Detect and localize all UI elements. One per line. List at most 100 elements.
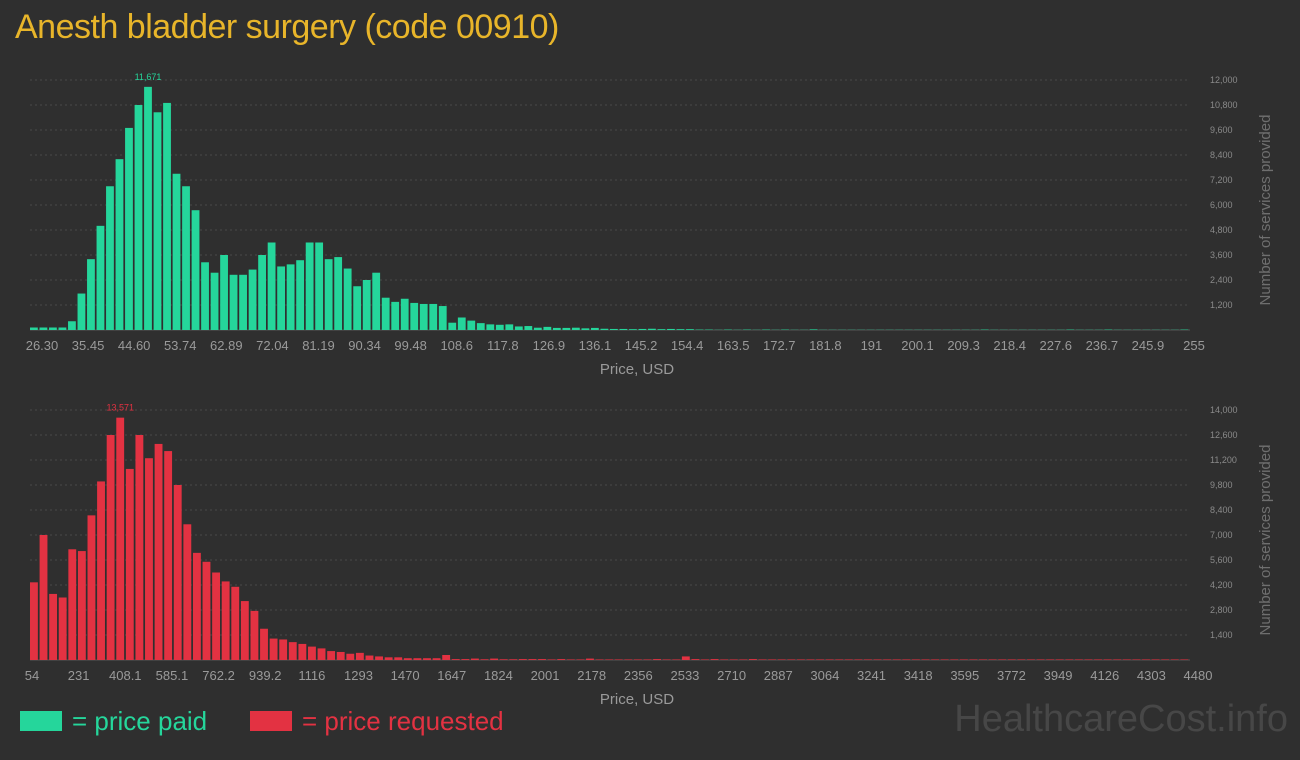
x-tick-label: 4480 [1184,668,1213,683]
x-tick-label: 2356 [624,668,653,683]
x-axis-title: Price, USD [600,691,674,708]
histogram-bar [902,659,910,660]
x-tick-label: 108.6 [440,338,473,353]
histogram-bar [404,658,412,660]
histogram-bar [49,328,57,331]
x-tick-label: 72.04 [256,338,289,353]
histogram-bar [183,524,191,660]
histogram-bar [874,659,882,660]
x-tick-label: 54 [25,668,39,683]
histogram-bar [663,659,671,660]
histogram-bar [1094,659,1102,660]
histogram-bar [59,328,67,331]
histogram-bar [691,659,699,660]
histogram-bar [1171,659,1179,660]
histogram-bar [883,659,891,660]
histogram-bar [481,659,489,660]
histogram-bar [538,659,546,660]
histogram-bar [524,326,532,330]
histogram-bar [576,659,584,660]
histogram-bar [106,186,114,330]
y-tick-label: 9,600 [1210,125,1233,135]
y-axis-title: Number of services provided [1257,445,1274,636]
histogram-bar [1085,659,1093,660]
histogram-bar [239,275,247,330]
histogram-bar [810,329,818,330]
histogram-bar [356,653,364,660]
histogram-bar [59,598,67,661]
histogram-bar [413,658,421,660]
y-tick-label: 1,200 [1210,300,1233,310]
x-tick-label: 3949 [1044,668,1073,683]
histogram-bar [433,658,441,660]
histogram-bar [634,659,642,660]
histogram-bar [145,458,153,660]
y-tick-label: 12,000 [1210,75,1238,85]
histogram-bar [325,259,333,330]
histogram-bar [448,323,456,330]
histogram-bar [382,298,390,330]
histogram-bar [125,128,133,330]
histogram-bar [648,329,656,330]
legend-label-requested: = price requested [302,706,504,737]
x-tick-label: 4303 [1137,668,1166,683]
histogram-bar [864,659,872,660]
histogram-bar [515,326,523,330]
x-tick-label: 99.48 [394,338,427,353]
histogram-bar [1132,659,1140,660]
histogram-bar [296,260,304,330]
x-tick-label: 136.1 [579,338,612,353]
histogram-bar [439,306,447,330]
histogram-bar [605,659,613,660]
histogram-bar [78,294,86,330]
histogram-bar [912,659,920,660]
histogram-bar [1065,659,1073,660]
histogram-bar [116,159,124,330]
legend-label-paid: = price paid [72,706,207,737]
histogram-bar [212,573,220,661]
histogram-bar [768,659,776,660]
histogram-bar [739,659,747,660]
histogram-bar [277,266,285,330]
x-tick-label: 1647 [437,668,466,683]
x-tick-label: 408.1 [109,668,142,683]
histogram-bar [268,243,276,331]
histogram-bar [941,659,949,660]
histogram-bar [1037,659,1045,660]
histogram-bar [562,328,570,330]
histogram-bar [49,594,57,660]
y-tick-label: 12,600 [1210,430,1238,440]
histogram-bar [1152,659,1160,660]
histogram-bar [787,659,795,660]
histogram-bar [807,659,815,660]
watermark: HealthcareCost.info [954,698,1288,741]
y-tick-label: 7,200 [1210,175,1233,185]
histogram-bar [970,659,978,660]
x-tick-label: 209.3 [947,338,980,353]
legend-swatch-requested [250,711,292,731]
histogram-bar [720,659,728,660]
y-tick-label: 5,600 [1210,555,1233,565]
histogram-bar [467,321,475,330]
histogram-bar [327,651,335,660]
histogram-bar [40,535,48,660]
histogram-bar [797,659,805,660]
histogram-bar [629,329,637,330]
x-tick-label: 62.89 [210,338,243,353]
histogram-bar [461,659,469,660]
histogram-bar [287,264,295,330]
histogram-bar [346,654,354,660]
histogram-bar [998,659,1006,660]
histogram-bar [610,329,618,330]
histogram-bar [672,659,680,660]
x-tick-label: 939.2 [249,668,282,683]
histogram-bar [201,262,209,330]
x-tick-label: 154.4 [671,338,704,353]
histogram-bar [97,226,105,330]
histogram-bar [989,659,997,660]
y-tick-label: 11,200 [1210,455,1237,465]
y-axis-title: Number of services provided [1257,115,1274,306]
histogram-bar [363,280,371,330]
histogram-bar [401,299,409,330]
histogram-bar [220,255,228,330]
